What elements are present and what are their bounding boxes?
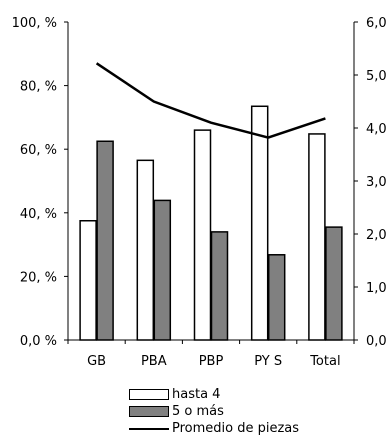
legend-label: Promedio de piezas bbox=[172, 421, 300, 436]
legend-line-swatch bbox=[129, 427, 169, 430]
y-tick-label-right: 1,0 bbox=[366, 281, 387, 296]
y-tick-label-right: 6,0 bbox=[366, 16, 387, 31]
y-tick-label-right: 3,0 bbox=[366, 175, 387, 190]
bar-5-o-más bbox=[267, 254, 286, 341]
x-tick-label: PBA bbox=[141, 354, 167, 369]
bar-hasta-4 bbox=[193, 129, 212, 341]
y-tick-label-left: 0,0 % bbox=[20, 334, 57, 349]
y-tick-label-right: 2,0 bbox=[366, 228, 387, 243]
y-tick-label-right: 0,0 bbox=[366, 334, 387, 349]
y-tick-label-left: 20, % bbox=[20, 270, 57, 285]
y-tick-label-right: 5,0 bbox=[366, 69, 387, 84]
legend-swatch-white bbox=[129, 389, 169, 400]
legend-item-5-o-mas: 5 o más bbox=[129, 403, 299, 420]
bar-hasta-4 bbox=[308, 133, 326, 341]
legend-item-promedio: Promedio de piezas bbox=[129, 420, 299, 437]
y-tick-label-left: 80, % bbox=[20, 80, 57, 95]
bar-hasta-4 bbox=[136, 159, 155, 341]
line-series-promedio bbox=[95, 62, 326, 139]
bar-5-o-más bbox=[153, 199, 172, 341]
bar-5-o-más bbox=[96, 140, 114, 341]
legend-label: 5 o más bbox=[172, 404, 224, 419]
legend-swatch-gray bbox=[129, 406, 169, 417]
bar-5-o-más bbox=[325, 226, 343, 341]
legend-item-hasta-4: hasta 4 bbox=[129, 386, 299, 403]
y-tick-label-right: 4,0 bbox=[366, 122, 387, 137]
legend: hasta 4 5 o más Promedio de piezas bbox=[129, 386, 299, 437]
x-tick-label: PY S bbox=[254, 354, 282, 369]
y-tick-label-left: 60, % bbox=[20, 143, 57, 158]
bar-hasta-4 bbox=[250, 105, 269, 341]
x-tick-label: PBP bbox=[199, 354, 224, 369]
x-tick-label: GB bbox=[87, 354, 106, 369]
y-tick-label-left: 40, % bbox=[20, 207, 57, 222]
bar-hasta-4 bbox=[79, 220, 97, 341]
x-tick-label: Total bbox=[309, 354, 340, 369]
legend-label: hasta 4 bbox=[172, 387, 221, 402]
bar-5-o-más bbox=[210, 231, 229, 341]
y-tick-label-left: 100, % bbox=[12, 16, 57, 31]
